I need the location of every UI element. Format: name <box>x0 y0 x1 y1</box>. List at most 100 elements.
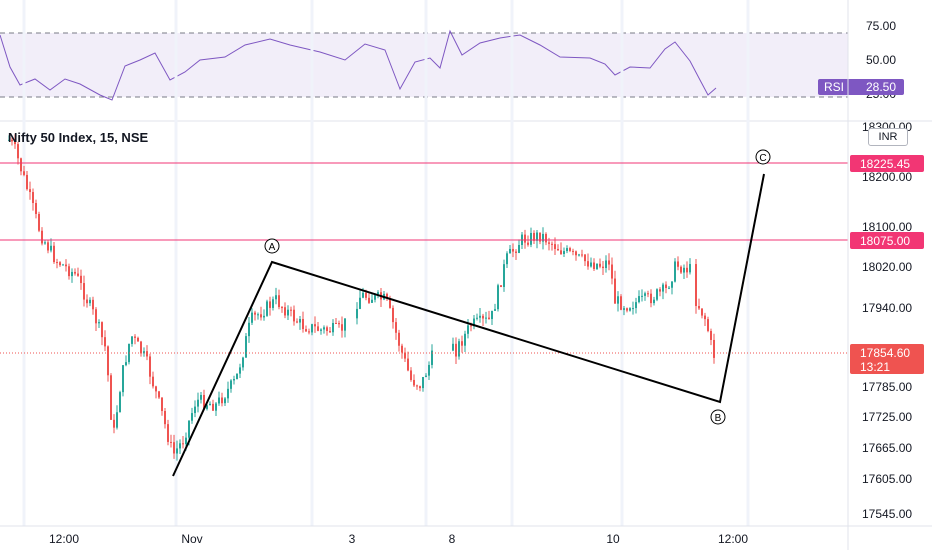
candle-body <box>485 317 487 319</box>
candle-body <box>110 375 112 420</box>
candle-body <box>713 339 715 358</box>
candle-body <box>287 309 289 316</box>
time-axis[interactable]: 12:00 Nov 3 8 10 12:00 <box>0 525 932 546</box>
level-tag-18075 <box>850 232 924 249</box>
candle-body <box>149 356 151 377</box>
candle-body <box>545 233 547 243</box>
candle-body <box>218 397 220 404</box>
candle-body <box>467 325 469 334</box>
candle-body <box>35 203 37 214</box>
candle-body <box>101 322 103 338</box>
candle-body <box>290 309 292 311</box>
candle-body <box>152 376 154 387</box>
candle-body <box>473 318 475 327</box>
candle-body <box>182 443 184 445</box>
candle-body <box>134 336 136 338</box>
candle-body <box>362 292 364 298</box>
price-tick-18100: 18100.00 <box>862 220 912 234</box>
candle-body <box>62 264 64 266</box>
candle-body <box>374 294 376 300</box>
candle-body <box>107 346 109 376</box>
candle-body <box>281 307 283 309</box>
candle-body <box>488 317 490 320</box>
candle-body <box>77 273 79 276</box>
candle-body <box>20 158 22 172</box>
candle-body <box>464 333 466 346</box>
candle-body <box>173 442 175 454</box>
candle-body <box>44 242 46 244</box>
price-axis[interactable]: 18300.00 18200.00 18100.00 18020.00 1794… <box>847 0 924 550</box>
candle-body <box>602 266 604 269</box>
candle-body <box>677 261 679 267</box>
candle-body <box>635 302 637 309</box>
candle-body <box>410 370 412 380</box>
candle-body <box>26 174 28 190</box>
candle-body <box>83 283 85 300</box>
candle-body <box>623 308 625 310</box>
candle-body <box>629 308 631 311</box>
candle-body <box>425 375 427 377</box>
candle-body <box>206 405 208 409</box>
candle-body <box>581 254 583 256</box>
candle-body <box>452 343 454 351</box>
candle-body <box>497 285 499 310</box>
candle-body <box>29 189 31 193</box>
wave-path <box>172 173 765 477</box>
candle-body <box>278 295 280 308</box>
candle-body <box>236 373 238 380</box>
candle-body <box>704 315 706 320</box>
level-tag-18225-text: 18225.45 <box>860 157 910 171</box>
candle-body <box>311 324 313 333</box>
candle-body <box>161 397 163 412</box>
currency-button[interactable]: INR <box>868 128 908 146</box>
candle-body <box>617 296 619 304</box>
candle-body <box>611 264 613 279</box>
candle-body <box>224 398 226 404</box>
candle-body <box>329 330 331 333</box>
candle-body <box>557 249 559 251</box>
candle-body <box>470 325 472 327</box>
candle-body <box>461 341 463 346</box>
candle-body <box>269 301 271 308</box>
candle-body <box>32 192 34 204</box>
candle-body <box>491 310 493 320</box>
candle-body <box>95 309 97 324</box>
candlestick-series <box>8 134 715 461</box>
candle-body <box>599 263 601 267</box>
price-tick-17665: 17665.00 <box>862 441 912 455</box>
candle-body <box>338 323 340 325</box>
candle-body <box>698 306 700 309</box>
candle-body <box>365 292 367 298</box>
candle-body <box>71 271 73 277</box>
wave-label-b-circle <box>710 409 726 425</box>
candle-body <box>104 337 106 347</box>
candle-body <box>92 299 94 310</box>
candle-body <box>170 441 172 443</box>
time-label-1200: 12:00 <box>49 532 79 546</box>
candle-body <box>143 351 145 354</box>
candle-body <box>416 385 418 387</box>
horizontal-levels[interactable] <box>0 162 848 354</box>
candle-body <box>656 289 658 300</box>
candle-body <box>428 364 430 376</box>
candle-body <box>614 278 616 304</box>
candle-body <box>476 317 478 319</box>
candle-body <box>116 412 118 428</box>
wave-drawing[interactable]: A B C <box>172 149 771 477</box>
candle-body <box>209 403 211 406</box>
candle-body <box>554 244 556 250</box>
candle-body <box>293 309 295 322</box>
candle-body <box>56 262 58 264</box>
candle-body <box>47 242 49 251</box>
candle-body <box>302 318 304 330</box>
candle-body <box>566 248 568 252</box>
candle-body <box>659 289 661 292</box>
candle-body <box>98 322 100 324</box>
candle-body <box>503 264 505 287</box>
candle-body <box>155 386 157 392</box>
price-tick-17785: 17785.00 <box>862 380 912 394</box>
candle-body <box>392 307 394 323</box>
candle-body <box>536 232 538 241</box>
candle-body <box>65 264 67 267</box>
